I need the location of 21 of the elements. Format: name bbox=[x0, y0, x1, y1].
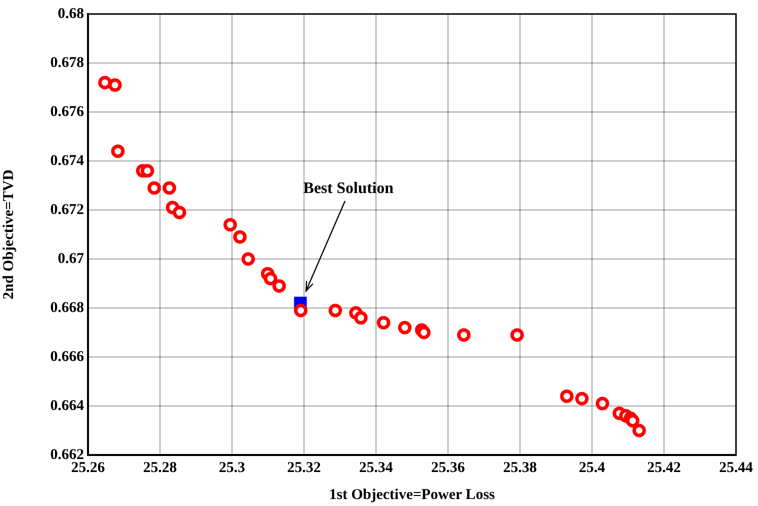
x-axis-title: 1st Objective=Power Loss bbox=[329, 486, 496, 503]
x-tick-label: 25.42 bbox=[647, 460, 681, 476]
x-tick-label: 25.3 bbox=[218, 460, 246, 476]
y-tick-label: 0.664 bbox=[50, 398, 84, 414]
y-tick-label: 0.678 bbox=[50, 54, 84, 71]
y-tick-label: 0.666 bbox=[50, 348, 84, 365]
y-tick-label: 0.674 bbox=[50, 152, 84, 169]
y-axis-title: 2nd Objective=TVD bbox=[0, 169, 17, 300]
x-tick-label: 25.38 bbox=[503, 460, 537, 476]
x-tick-label: 25.28 bbox=[143, 460, 177, 476]
y-tick-label: 0.668 bbox=[50, 300, 84, 316]
x-tick-label: 25.44 bbox=[719, 460, 754, 476]
x-tick-label: 25.32 bbox=[287, 460, 321, 476]
y-tick-label: 0.672 bbox=[50, 202, 84, 218]
x-tick-label: 25.4 bbox=[578, 460, 606, 476]
y-tick-label: 0.676 bbox=[50, 104, 84, 120]
x-tick-label: 25.36 bbox=[431, 460, 466, 476]
y-tick-label: 0.68 bbox=[58, 6, 84, 22]
y-tick-label: 0.67 bbox=[58, 250, 84, 267]
x-tick-label: 25.34 bbox=[359, 460, 394, 476]
annotation: Best Solution bbox=[303, 180, 394, 198]
